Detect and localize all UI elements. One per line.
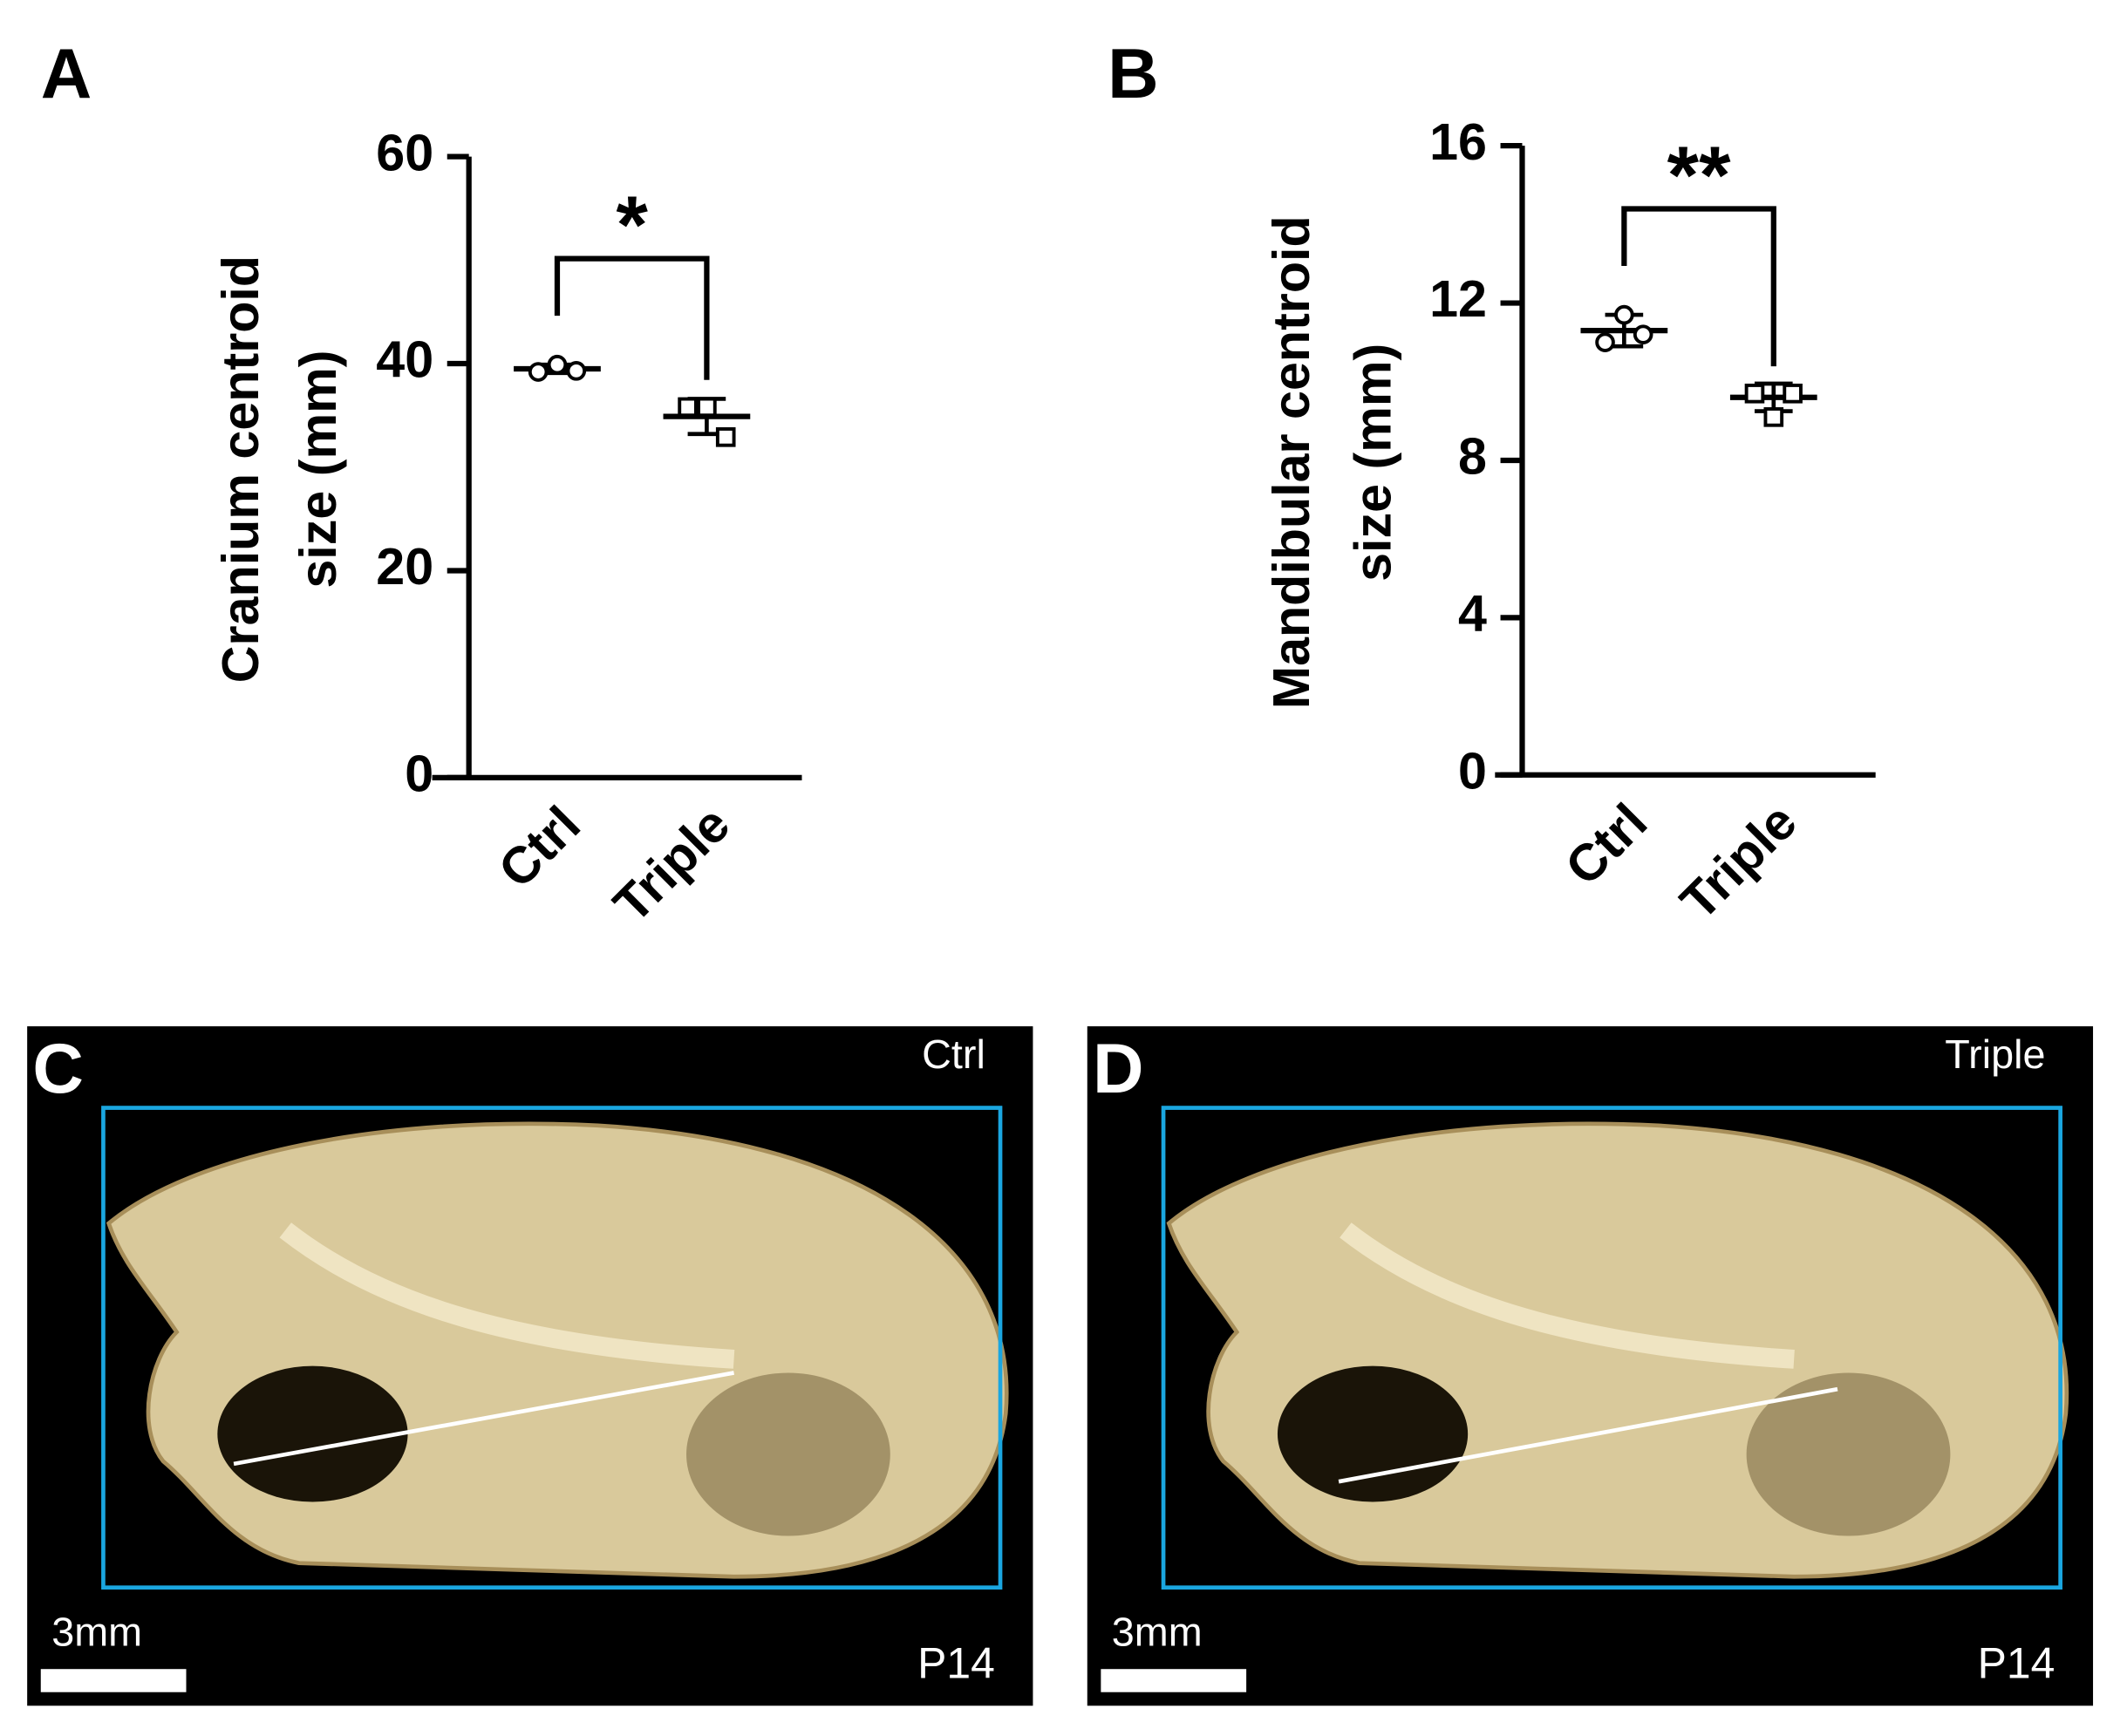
y-axis-label: size (mm) [289,351,347,589]
condition-label: Triple [1945,1031,2045,1077]
data-point [1763,407,1784,427]
x-tick-label: Triple [1669,792,1808,930]
significance-bracket [554,255,710,380]
significance-bracket [1621,206,1776,367]
data-point [528,362,549,382]
data-point [1633,324,1653,344]
bounding-box [101,1106,1003,1590]
image-panel: D Triple 3mm P14 [1087,1026,2094,1706]
x-tick-label: Ctrl [1554,792,1659,896]
panel-label: A [41,35,92,113]
zygomatic-arch [279,1222,735,1369]
y-axis-label: Mandibular centroid [1262,215,1320,709]
image-panel: C Ctrl 3mm P14 [27,1026,1033,1706]
panel-label: D [1093,1030,1144,1108]
skull [1166,1121,2069,1579]
data-point [1783,383,1803,404]
y-tick-label: 0 [405,745,433,803]
data-point [547,354,568,375]
significance-label: * [616,179,648,270]
age-label: P14 [917,1638,995,1687]
skull-orbit [1277,1365,1469,1502]
data-point [1744,383,1765,404]
data-point [678,397,698,418]
panel-label: B [1108,35,1159,113]
data-point [566,361,587,381]
skull [106,1121,1009,1579]
condition-label: Ctrl [922,1031,985,1077]
data-point [697,397,717,418]
significance-label: ** [1667,129,1731,221]
data-point [1614,304,1634,325]
scale-bar [40,1669,187,1692]
skull-orbit [217,1365,408,1502]
measure-line [233,1371,734,1467]
y-axis-label: Cranium centroid [211,255,269,683]
y-tick-label: 40 [376,330,433,389]
y-tick-label: 20 [376,537,433,596]
scale-bar-label: 3mm [1112,1610,1203,1655]
data-point [1595,332,1615,352]
y-tick-label: 16 [1429,112,1487,171]
panel-label: C [32,1030,84,1108]
age-label: P14 [1978,1638,2055,1687]
y-tick-label: 12 [1429,269,1487,328]
y-axis-label: size (mm) [1343,344,1401,582]
y-tick-label: 0 [1458,741,1487,800]
y-tick-label: 4 [1458,584,1487,643]
x-tick-label: Triple [602,794,740,933]
scale-bar-label: 3mm [51,1610,142,1655]
skull-shadow [1746,1372,1951,1536]
y-tick-label: 8 [1458,427,1487,486]
measure-line [1338,1386,1838,1484]
scale-bar [1101,1669,1247,1692]
skull-shadow [686,1372,890,1536]
x-tick-label: Ctrl [487,794,591,899]
y-tick-label: 60 [376,123,433,181]
zygomatic-arch [1340,1222,1795,1369]
data-point [715,427,736,447]
bounding-box [1161,1106,2062,1590]
